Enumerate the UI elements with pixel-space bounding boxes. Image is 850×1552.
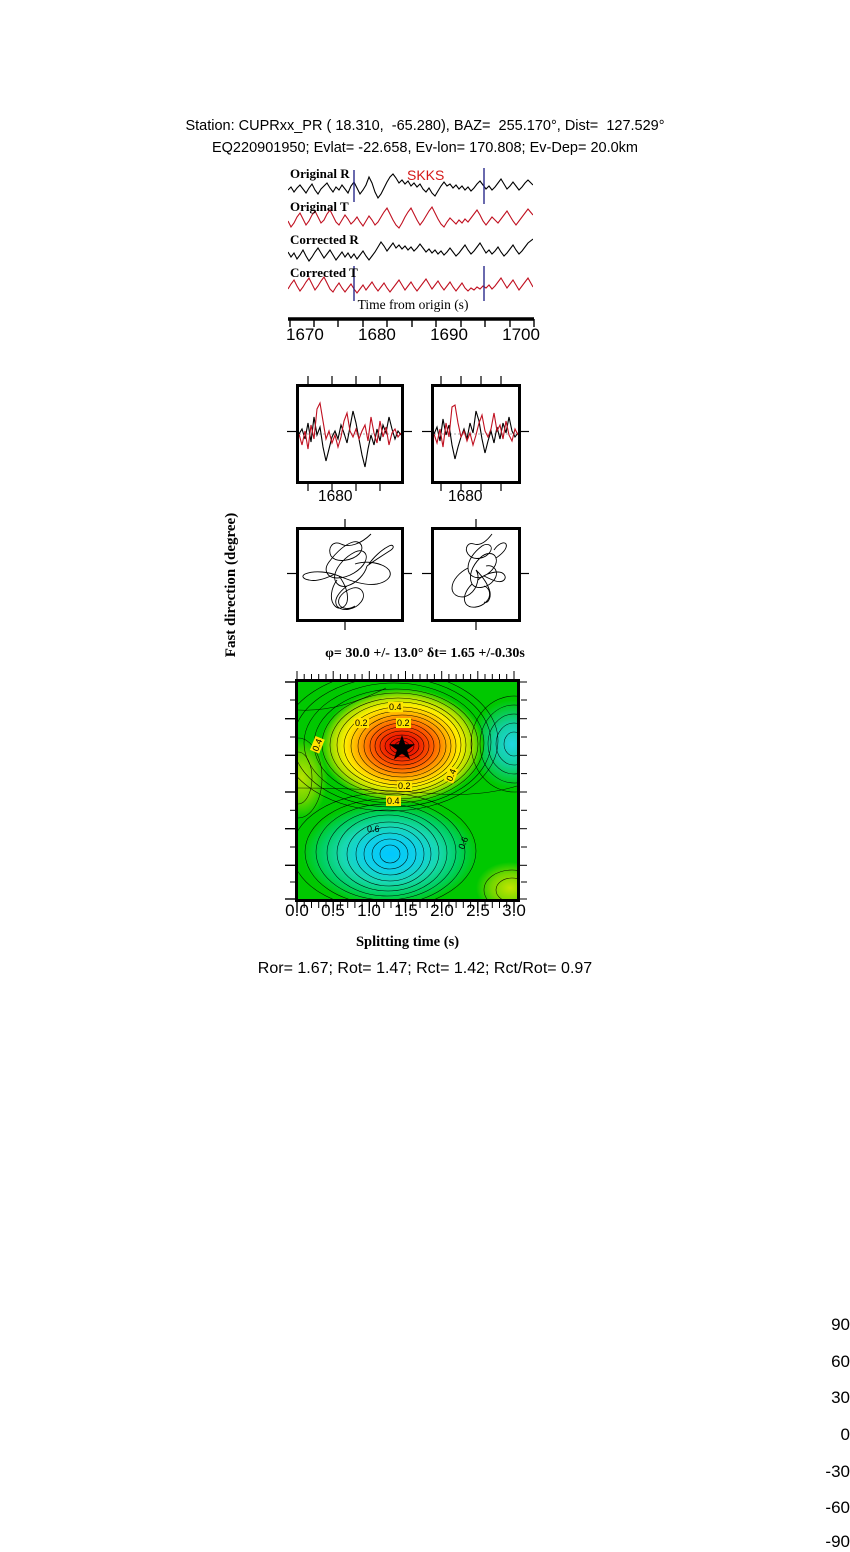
mid-box-ticks-top-right bbox=[440, 376, 502, 384]
y-tick-label: 90 bbox=[831, 1315, 850, 1334]
fast-slow-traces-right bbox=[433, 404, 519, 460]
trace-row-corrected-t: Corrected T bbox=[288, 265, 533, 300]
trace-label-corrected-r: Corrected R bbox=[290, 232, 359, 247]
figure-header: Station: CUPRxx_PR ( 18.310, -65.280), B… bbox=[0, 115, 850, 159]
mid-box-tick-right-axis-right bbox=[519, 430, 529, 433]
pm-tick-top-right bbox=[475, 519, 477, 527]
y-axis-ticks-right bbox=[518, 681, 527, 900]
trace-waveform-original-r bbox=[288, 173, 533, 200]
figure-page: Station: CUPRxx_PR ( 18.310, -65.280), B… bbox=[0, 115, 850, 1551]
particle-motion-path-original bbox=[302, 533, 394, 610]
y-axis-ticks bbox=[285, 681, 297, 900]
trace-label-corrected-t: Corrected T bbox=[290, 265, 358, 280]
phase-label-skks: SKKS bbox=[407, 167, 445, 183]
fast-slow-traces-left bbox=[298, 401, 402, 468]
contour-label: 0.2 bbox=[397, 781, 412, 791]
x-tick-label: 2.5 bbox=[466, 901, 490, 920]
pm-tick-top-left bbox=[344, 519, 346, 527]
y-tick-label: 30 bbox=[831, 1388, 850, 1407]
phase-window-markers bbox=[353, 168, 485, 301]
trace-label-original-t: Original T bbox=[290, 199, 349, 214]
mid-tick-label-left: 1680 bbox=[318, 488, 353, 505]
contour-label: 0.2 bbox=[396, 718, 411, 728]
header-line-station: Station: CUPRxx_PR ( 18.310, -65.280), B… bbox=[185, 118, 665, 134]
mid-box-ticks-bottom-left bbox=[307, 484, 381, 491]
trace-waveform-corrected-t bbox=[288, 275, 533, 294]
contour-label: 0.4 bbox=[386, 796, 401, 806]
pm-tick-right-right bbox=[519, 572, 529, 575]
x-tick-label: 0.0 bbox=[285, 901, 309, 920]
best-fit-star-marker bbox=[389, 735, 415, 760]
trace-row-original-t: Original T bbox=[288, 199, 533, 234]
mid-box-ticks-top-left bbox=[307, 376, 381, 384]
y-tick-label: 0 bbox=[840, 1425, 850, 1444]
trace-waveform-corrected-r bbox=[288, 238, 533, 262]
fast-slow-waveform-box-left bbox=[296, 384, 404, 484]
y-tick-label: -30 bbox=[825, 1462, 850, 1481]
x-tick-label: 0.5 bbox=[321, 901, 345, 920]
trace-row-corrected-r: Corrected R bbox=[288, 232, 533, 267]
x-axis-ticks-top bbox=[296, 671, 515, 679]
middle-panels: 1680 1680 bbox=[287, 376, 529, 634]
time-tick-label: 1690 bbox=[430, 325, 468, 344]
y-tick-label: -90 bbox=[825, 1532, 850, 1551]
pm-tick-bottom-left bbox=[344, 622, 346, 630]
x-tick-label: 1.5 bbox=[394, 901, 418, 920]
quality-statistics: Ror= 1.67; Rot= 1.47; Rct= 1.42; Rct/Rot… bbox=[257, 960, 593, 977]
particle-motion-original bbox=[296, 527, 404, 622]
y-tick-label: -60 bbox=[825, 1498, 850, 1517]
waveform-panel: Original R Original T Corrected R Correc… bbox=[288, 166, 533, 303]
particle-motion-path-corrected bbox=[451, 533, 507, 608]
pm-tick-left-right bbox=[422, 572, 432, 575]
pm-tick-left-left bbox=[287, 572, 297, 575]
time-tick-label: 1700 bbox=[502, 325, 540, 344]
x-tick-label: 1.0 bbox=[357, 901, 381, 920]
contour-plot-area: 0.4 0.2 0.2 0.4 0.2 0.4 0.4 0.6 0.6 bbox=[295, 679, 520, 902]
contour-label: 0.6 bbox=[367, 824, 380, 834]
mid-tick-label-right: 1680 bbox=[448, 488, 483, 505]
time-tick-label: 1670 bbox=[286, 325, 324, 344]
mid-box-tick-right-axis-left bbox=[422, 430, 432, 433]
contour-label: 0.4 bbox=[388, 702, 403, 712]
trace-row-original-r: Original R bbox=[288, 166, 533, 201]
time-axis-title: Time from origin (s) bbox=[357, 297, 469, 312]
y-axis-title: Fast direction (degree) bbox=[223, 512, 239, 658]
x-tick-label: 2.0 bbox=[430, 901, 454, 920]
trace-waveform-original-t bbox=[288, 205, 533, 229]
mid-box-tick-left-axis bbox=[287, 430, 297, 433]
time-axis-ruler bbox=[288, 317, 535, 327]
contour-plot-title: φ= 30.0 +/- 13.0° δt= 1.65 +/-0.30s bbox=[325, 646, 525, 661]
time-tick-label: 1680 bbox=[358, 325, 396, 344]
trace-label-original-r: Original R bbox=[290, 166, 350, 181]
pm-tick-right-left bbox=[402, 572, 412, 575]
contour-label: 0.2 bbox=[354, 718, 369, 728]
y-tick-label: 60 bbox=[831, 1352, 850, 1371]
header-line-event: EQ220901950; Evlat= -22.658, Ev-lon= 170… bbox=[211, 140, 638, 156]
x-axis-title: Splitting time (s) bbox=[355, 934, 460, 950]
pm-tick-bottom-right bbox=[475, 622, 477, 630]
particle-motion-corrected bbox=[431, 527, 521, 622]
time-axis: Time from origin (s) 1670 1680 1690 1700 bbox=[286, 297, 540, 358]
fast-slow-waveform-box-right bbox=[431, 384, 521, 484]
mid-box-ticks-bottom-right bbox=[440, 484, 502, 491]
x-tick-label: 3.0 bbox=[502, 901, 526, 920]
mid-box-tick-left-axis-right bbox=[402, 430, 412, 433]
x-axis-ticks bbox=[296, 902, 515, 913]
time-axis-tick-labels: 1670 1680 1690 1700 bbox=[278, 325, 548, 345]
